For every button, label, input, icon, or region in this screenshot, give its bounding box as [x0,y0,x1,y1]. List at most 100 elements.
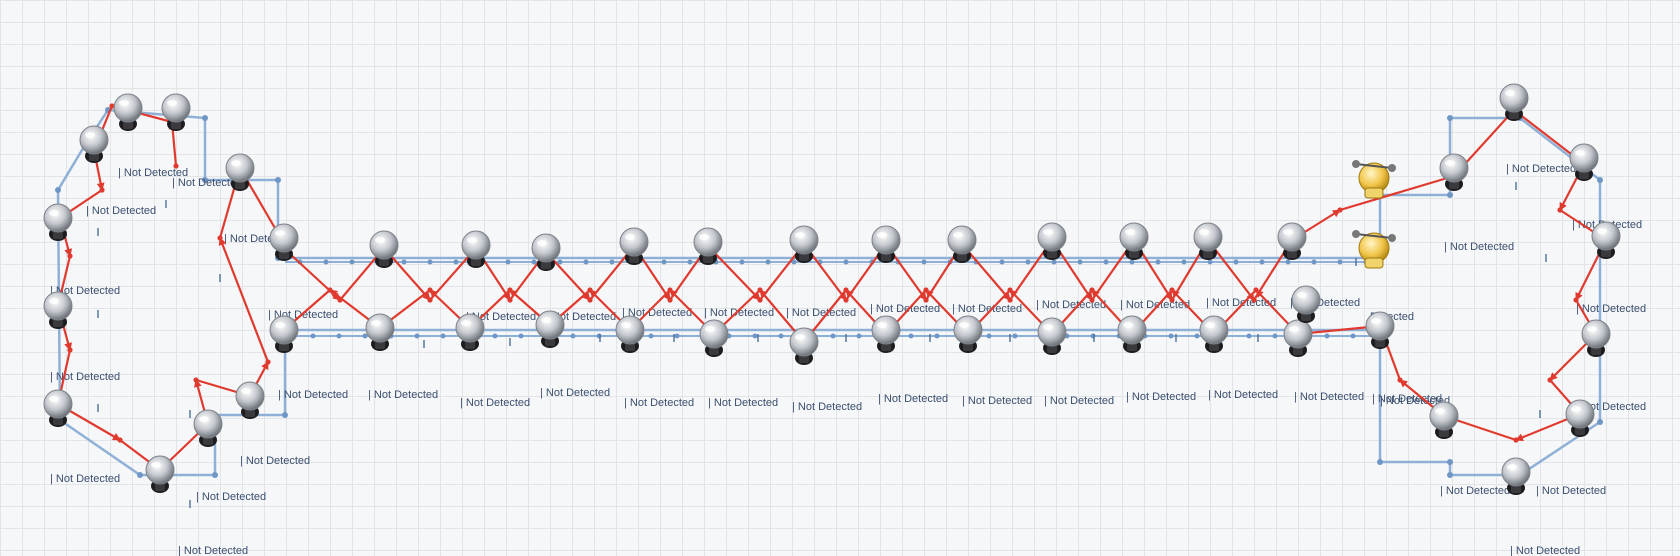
wall-node [202,115,208,121]
security-camera-dome-icon[interactable] [1283,319,1313,357]
security-camera-dome-icon[interactable] [365,313,395,351]
robot-agents [1352,160,1396,269]
wall-node [1447,459,1453,465]
wall-node [1324,333,1330,339]
wall-node [791,259,797,265]
security-camera-dome-icon[interactable] [953,315,983,353]
wall-node [282,412,288,418]
security-camera-dome-icon[interactable] [1501,457,1531,495]
path-waypoint [265,359,271,365]
wall-node [505,259,511,265]
status-label: | Not Detected [952,303,1022,315]
wall-node [1259,259,1265,265]
security-camera-dome-icon[interactable] [43,389,73,427]
security-camera-dome-icon[interactable] [269,223,299,261]
status-label: | Not Detected [786,307,856,319]
wall-node [1447,115,1453,121]
status-label: | Not Detected [1372,393,1442,405]
security-camera-dome-icon[interactable] [461,230,491,268]
status-label: | Not Detected [1440,485,1510,497]
path-waypoint [1513,437,1519,443]
patrol-path [55,103,1609,473]
security-camera-dome-icon[interactable] [1199,315,1229,353]
wall-node [752,333,758,339]
path-waypoint [427,297,433,303]
wall-node [1447,192,1453,198]
security-camera-dome-icon[interactable] [1193,222,1223,260]
wall-node [661,259,667,265]
security-camera-dome-icon[interactable] [1119,222,1149,260]
path-waypoint [1337,207,1343,213]
security-camera-dome-icon[interactable] [235,381,265,419]
security-camera-dome-icon[interactable] [193,409,223,447]
wall-node [492,333,498,339]
security-camera-dome-icon[interactable] [947,225,977,263]
status-label: | Not Detected [1444,241,1514,253]
security-camera-dome-icon[interactable] [455,313,485,351]
robot-agent-icon[interactable] [1352,230,1396,269]
security-camera-dome-icon[interactable] [1499,83,1529,121]
security-camera-dome-icon[interactable] [113,93,143,131]
path-waypoint [1251,297,1257,303]
security-camera-dome-icon[interactable] [1037,222,1067,260]
security-camera-dome-icon[interactable] [1591,221,1621,259]
wall-node [323,259,329,265]
security-camera-dome-icon[interactable] [1277,222,1307,260]
path-waypoint [427,287,433,293]
status-label: | Not Detected [1536,485,1606,497]
security-camera-dome-icon[interactable] [789,327,819,365]
security-camera-dome-icon[interactable] [531,233,561,271]
security-camera-dome-icon[interactable] [1429,401,1459,439]
wall-node [856,333,862,339]
status-label: | Not Detected [50,371,120,383]
path-waypoint [99,187,105,193]
robot-agent-icon[interactable] [1352,160,1396,199]
path-waypoint [173,163,179,169]
wall-node [1285,259,1291,265]
security-camera-dome-icon[interactable] [1365,311,1395,349]
security-camera-dome-icon[interactable] [693,227,723,265]
security-camera-dome-icon[interactable] [1439,153,1469,191]
wall-node [531,259,537,265]
security-camera-dome-icon[interactable] [789,225,819,263]
security-camera-dome-icon[interactable] [871,225,901,263]
security-camera-dome-icon[interactable] [161,93,191,131]
security-camera-dome-icon[interactable] [615,315,645,353]
wall-node [1207,259,1213,265]
security-camera-dome-icon[interactable] [269,315,299,353]
security-camera-dome-icon[interactable] [871,315,901,353]
security-camera-dome-icon[interactable] [369,230,399,268]
status-label: | Not Detected [240,455,310,467]
security-camera-dome-icon[interactable] [1581,319,1611,357]
wall-node [1090,333,1096,339]
security-camera-dome-icon[interactable] [619,227,649,265]
security-camera-dome-icon[interactable] [1117,315,1147,353]
security-camera-dome-icon[interactable] [1037,317,1067,355]
security-camera-dome-icon[interactable] [225,153,255,191]
status-label: | Not Detected [792,401,862,413]
status-label: | Not Detected [624,397,694,409]
sensor-nodes [43,83,1621,495]
security-camera-dome-icon[interactable] [43,203,73,241]
security-camera-dome-icon[interactable] [1291,285,1321,323]
path-waypoint [67,347,73,353]
path-waypoint [667,297,673,303]
wall-node [1194,333,1200,339]
status-label: | Not Detected [1126,391,1196,403]
status-label: | Not Detected [1380,395,1450,407]
security-camera-dome-icon[interactable] [1565,399,1595,437]
floor-plan-walls [55,107,1603,478]
path-waypoint [923,287,929,293]
wall-node [557,259,563,265]
status-label: | Not Detected [178,545,248,556]
security-camera-dome-icon[interactable] [145,455,175,493]
security-camera-dome-icon[interactable] [699,319,729,357]
wall-node [674,333,680,339]
security-camera-dome-icon[interactable] [43,291,73,329]
security-camera-dome-icon[interactable] [79,125,109,163]
status-label: | Not Detected [870,303,940,315]
security-camera-dome-icon[interactable] [535,310,565,348]
security-camera-dome-icon[interactable] [1569,143,1599,181]
status-label: | Not Detected [196,491,266,503]
path-waypoint [1573,297,1579,303]
